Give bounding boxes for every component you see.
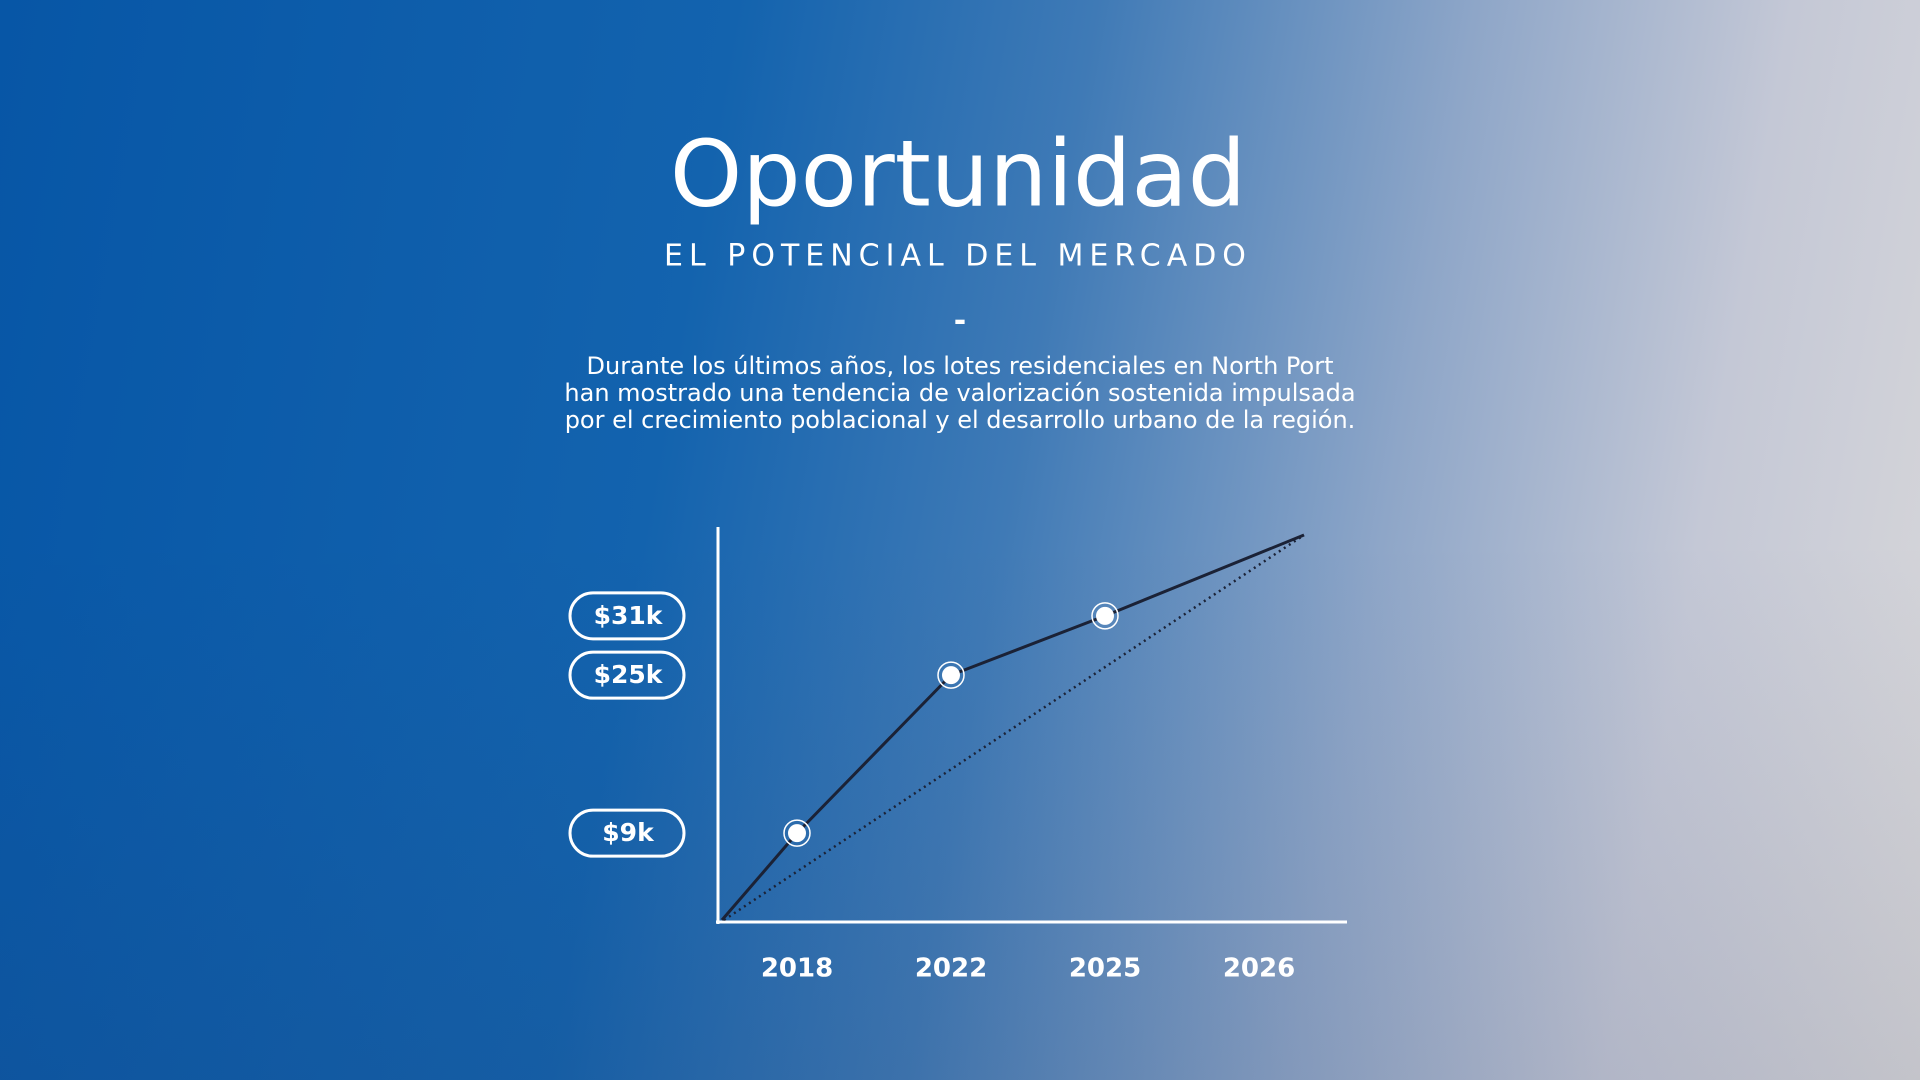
line-start [720, 832, 799, 921]
body-line: han mostrado una tendencia de valorizaci… [564, 379, 1355, 407]
y-tick-label: $31k [594, 601, 664, 630]
x-tick-label: 2022 [915, 954, 987, 984]
y-tick-pill [568, 591, 686, 641]
line-extension [1104, 533, 1305, 618]
body-line: por el crecimiento poblacional y el desa… [565, 406, 1356, 434]
line [795, 614, 1106, 835]
y-tick-label: $25k [594, 660, 664, 689]
y-tick-label: $9k [602, 818, 655, 847]
x-tick-label: 2018 [761, 954, 833, 984]
point [942, 666, 960, 685]
point [788, 824, 806, 843]
point [1096, 606, 1114, 625]
subtitle: EL POTENCIAL DEL MERCADO [664, 239, 1252, 274]
x-tick-label: 2025 [1069, 954, 1141, 984]
divider: - [954, 304, 966, 339]
body-line: Durante los últimos años, los lotes resi… [587, 352, 1334, 380]
title: Oportunidad [670, 120, 1246, 227]
point-ring [937, 661, 965, 689]
point-ring [783, 819, 811, 847]
point-ring [1091, 602, 1119, 630]
y-tick-pill [568, 808, 686, 858]
x-tick-label: 2026 [1223, 954, 1295, 984]
trend-line [723, 533, 1305, 922]
y-tick-pill [568, 650, 686, 700]
